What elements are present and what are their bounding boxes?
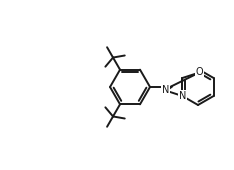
Text: O: O	[196, 67, 203, 78]
Text: N: N	[162, 86, 169, 95]
Text: N: N	[179, 91, 186, 101]
